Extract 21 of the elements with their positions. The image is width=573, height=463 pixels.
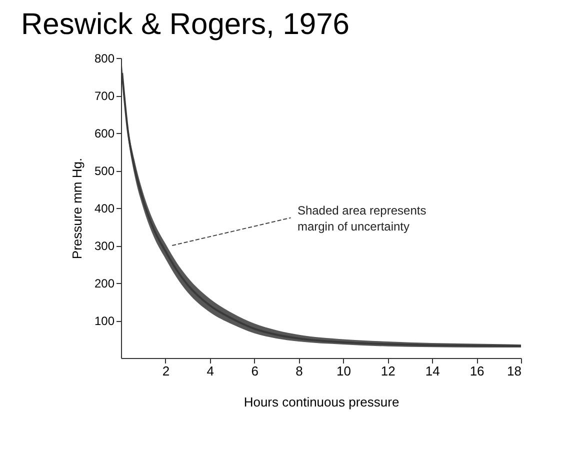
x-tick-label: 16 [470,364,484,378]
y-tick-label: 200 [94,276,115,290]
y-tick-label: 600 [94,126,115,140]
chart-title: Reswick & Rogers, 1976 [20,8,350,41]
x-tick-label: 8 [296,364,303,378]
x-tick-label: 10 [336,364,351,378]
y-tick-label: 400 [94,202,115,216]
y-tick-label: 500 [94,164,115,178]
y-tick-label: 800 [94,52,115,66]
y-tick-label: 100 [94,314,115,328]
y-tick-label: 300 [94,239,115,253]
x-tick-label: 2 [162,364,170,378]
x-tick-label: 14 [425,364,440,378]
x-tick-label: 12 [380,364,396,378]
y-axis-title: Pressure mm Hg. [69,158,84,260]
y-tick-label: 700 [94,89,115,103]
x-tick-label: 6 [251,364,258,378]
x-axis-title: Hours continuous pressure [244,394,400,410]
x-tick-label: 4 [206,364,214,378]
x-tick-label: 18 [507,364,522,378]
annotation: Shaded area represents margin of uncertainty [297,203,426,234]
